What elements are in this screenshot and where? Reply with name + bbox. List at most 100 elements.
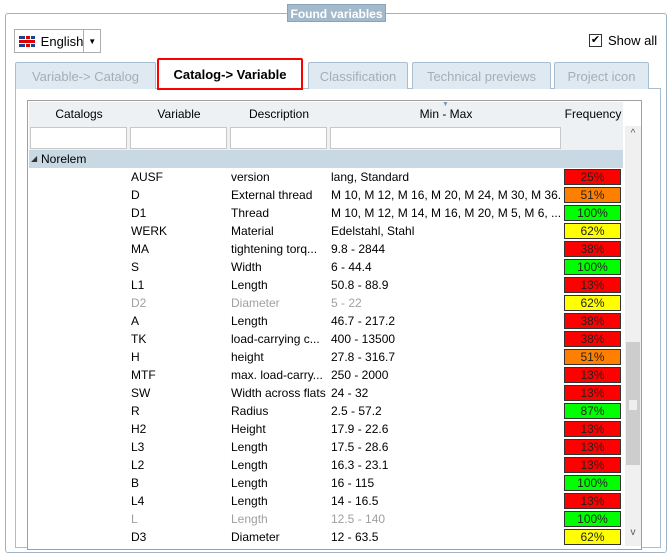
frequency-cell: 100%	[564, 259, 621, 275]
variable-cell: H2	[131, 422, 147, 436]
description-cell: Length	[231, 512, 268, 526]
table-row[interactable]: AUSF version lang, Standard 25%	[29, 168, 623, 186]
variable-cell: D1	[131, 206, 147, 220]
table-row[interactable]: L3 Length 17.5 - 28.6 13%	[29, 438, 623, 456]
chevron-down-icon[interactable]: ▼	[83, 30, 100, 52]
table-row[interactable]: H2 Height 17.9 - 22.6 13%	[29, 420, 623, 438]
description-cell: height	[231, 350, 264, 364]
table-row[interactable]: TK load-carrying c... 400 - 13500 38%	[29, 330, 623, 348]
tab-classification[interactable]: Classification	[308, 62, 408, 89]
min-max-cell: 6 - 44.4	[331, 260, 372, 274]
table-row[interactable]: SW Width across flats 24 - 32 13%	[29, 384, 623, 402]
description-cell: Length	[231, 314, 268, 328]
checkbox-check-icon[interactable]: ✔	[589, 34, 602, 47]
column-header-catalogs[interactable]: Catalogs	[55, 107, 103, 121]
frequency-cell: 13%	[564, 385, 621, 401]
frequency-cell: 25%	[564, 169, 621, 185]
filter-description-input[interactable]	[230, 127, 327, 149]
frequency-cell: 13%	[564, 277, 621, 293]
filter-catalogs-input[interactable]	[30, 127, 127, 149]
tab-variable-catalog[interactable]: Variable-> Catalog	[15, 62, 156, 89]
group-label: Norelem	[41, 152, 87, 166]
min-max-cell: 12.5 - 140	[331, 512, 386, 526]
frequency-cell: 13%	[564, 421, 621, 437]
description-cell: Material	[231, 224, 274, 238]
show-all-checkbox[interactable]: ✔ Show all	[589, 33, 657, 48]
min-max-cell: Edelstahl, Stahl	[331, 224, 415, 238]
scroll-down-icon[interactable]: v	[630, 527, 636, 538]
min-max-cell: 16.3 - 23.1	[331, 458, 389, 472]
column-header-variable[interactable]: Variable	[157, 107, 201, 121]
table-row[interactable]: D3 Diameter 12 - 63.5 62%	[29, 528, 623, 546]
min-max-cell: 17.5 - 28.6	[331, 440, 389, 454]
tab-technical-previews[interactable]: Technical previews	[412, 62, 551, 89]
table-row[interactable]: S Width 6 - 44.4 100%	[29, 258, 623, 276]
description-cell: Thread	[231, 206, 270, 220]
description-cell: Length	[231, 278, 268, 292]
language-value: English	[40, 33, 84, 49]
variable-cell: L4	[131, 494, 145, 508]
table-row[interactable]: L Length 12.5 - 140 100%	[29, 510, 623, 528]
variable-cell: A	[131, 314, 140, 328]
table-row[interactable]: MTF max. load-carry... 250 - 2000 13%	[29, 366, 623, 384]
frequency-cell: 100%	[564, 511, 621, 527]
variable-cell: D3	[131, 530, 147, 544]
language-dropdown[interactable]: English ▼	[14, 29, 101, 53]
min-max-cell: 400 - 13500	[331, 332, 396, 346]
variable-cell: L2	[131, 458, 145, 472]
filter-min-max-input[interactable]	[330, 127, 561, 149]
vertical-scrollbar[interactable]	[625, 126, 641, 546]
table-row[interactable]: A Length 46.7 - 217.2 38%	[29, 312, 623, 330]
table-row[interactable]: D1 Thread M 10, M 12, M 14, M 16, M 20, …	[29, 204, 623, 222]
scroll-up-icon[interactable]: ^	[630, 128, 636, 139]
min-max-cell: 46.7 - 217.2	[331, 314, 396, 328]
frequency-cell: 87%	[564, 403, 621, 419]
show-all-label: Show all	[608, 33, 658, 48]
variable-cell: WERK	[131, 224, 167, 238]
column-header-frequency[interactable]: Frequency	[564, 107, 622, 121]
table-row[interactable]: H height 27.8 - 316.7 51%	[29, 348, 623, 366]
frequency-cell: 62%	[564, 529, 621, 545]
table-row[interactable]: R Radius 2.5 - 57.2 87%	[29, 402, 623, 420]
description-cell: Width	[231, 260, 262, 274]
table-row[interactable]: MA tightening torq... 9.8 - 2844 38%	[29, 240, 623, 258]
description-cell: Length	[231, 476, 268, 490]
table-row[interactable]: B Length 16 - 115 100%	[29, 474, 623, 492]
frequency-cell: 100%	[564, 475, 621, 491]
table-row[interactable]: D2 Diameter 5 - 22 62%	[29, 294, 623, 312]
table-row[interactable]: L4 Length 14 - 16.5 13%	[29, 492, 623, 510]
group-row-norelem[interactable]: ◢ Norelem	[29, 150, 623, 168]
collapse-triangle-icon[interactable]: ◢	[31, 154, 38, 163]
column-header-description[interactable]: Description	[248, 107, 310, 121]
variable-cell: L1	[131, 278, 145, 292]
variable-cell: MTF	[131, 368, 156, 382]
variable-cell: B	[131, 476, 140, 490]
frequency-cell: 13%	[564, 457, 621, 473]
column-header-min-max[interactable]: Min - Max	[419, 107, 473, 121]
description-cell: Length	[231, 440, 268, 454]
filter-variable-input[interactable]	[130, 127, 227, 149]
table-row[interactable]: WERK Material Edelstahl, Stahl 62%	[29, 222, 623, 240]
variable-cell: L3	[131, 440, 145, 454]
min-max-cell: 2.5 - 57.2	[331, 404, 382, 418]
variable-cell: SW	[131, 386, 151, 400]
variables-table	[27, 100, 642, 550]
tab-project-icon[interactable]: Project icon	[554, 62, 649, 89]
variable-cell: TK	[131, 332, 147, 346]
frequency-cell: 38%	[564, 331, 621, 347]
tab-catalog-variable[interactable]: Catalog-> Variable	[157, 58, 303, 90]
min-max-cell: 5 - 22	[331, 296, 362, 310]
description-cell: Radius	[231, 404, 269, 418]
uk-flag-icon	[19, 35, 35, 47]
min-max-cell: 24 - 32	[331, 386, 369, 400]
group-title: Found variables	[287, 4, 386, 22]
variable-cell: MA	[131, 242, 149, 256]
variable-cell: D	[131, 188, 140, 202]
description-cell: Length	[231, 494, 268, 508]
table-row[interactable]: D External thread M 10, M 12, M 16, M 20…	[29, 186, 623, 204]
table-row[interactable]: L2 Length 16.3 - 23.1 13%	[29, 456, 623, 474]
min-max-cell: 16 - 115	[331, 476, 375, 490]
table-row[interactable]: L1 Length 50.8 - 88.9 13%	[29, 276, 623, 294]
min-max-cell: 12 - 63.5	[331, 530, 379, 544]
min-max-cell: 17.9 - 22.6	[331, 422, 389, 436]
